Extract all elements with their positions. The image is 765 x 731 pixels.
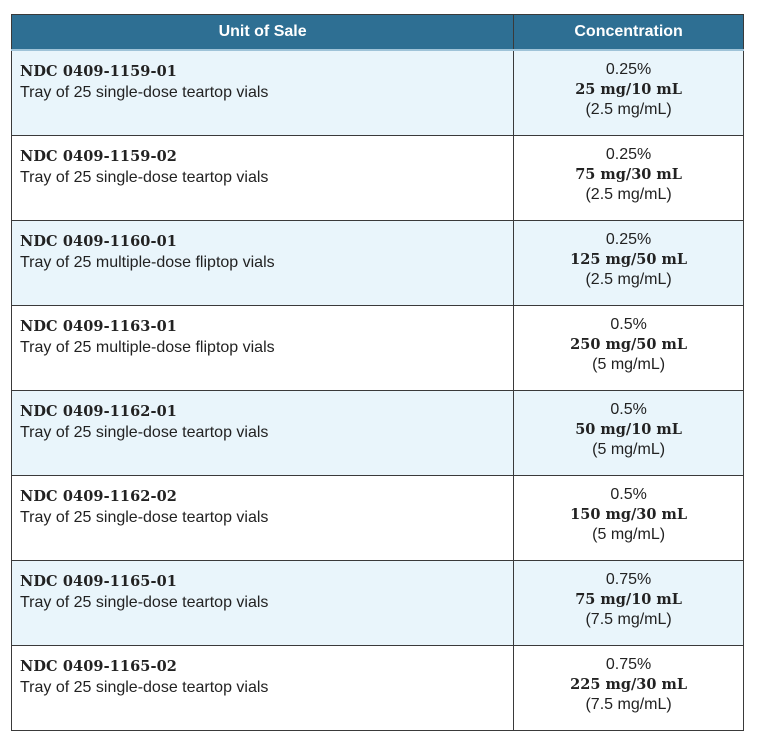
ndc-code: NDC 0409-1160-01 xyxy=(20,233,177,250)
concentration-amount: 50 mg/10 mL xyxy=(575,421,682,438)
ndc-code: NDC 0409-1163-01 xyxy=(20,318,177,335)
concentration-cell: 0.5% 50 mg/10 mL (5 mg/mL) xyxy=(513,390,744,476)
ndc-code: NDC 0409-1162-01 xyxy=(20,403,177,420)
package-description: Tray of 25 single-dose teartop vials xyxy=(20,679,269,696)
concentration-per-ml: (5 mg/mL) xyxy=(592,441,666,458)
ndc-code: NDC 0409-1165-01 xyxy=(20,573,177,590)
concentration-percent: 0.5% xyxy=(610,401,647,418)
concentration-per-ml: (7.5 mg/mL) xyxy=(585,611,672,628)
concentration-cell: 0.25% 125 mg/50 mL (2.5 mg/mL) xyxy=(513,220,744,306)
table-row: NDC 0409-1159-02 Tray of 25 single-dose … xyxy=(10,135,744,221)
concentration-percent: 0.5% xyxy=(610,486,647,503)
unit-of-sale-cell: NDC 0409-1160-01 Tray of 25 multiple-dos… xyxy=(10,220,515,306)
concentration-per-ml: (2.5 mg/mL) xyxy=(585,186,672,203)
concentration-percent: 0.75% xyxy=(605,656,652,673)
unit-of-sale-cell: NDC 0409-1162-02 Tray of 25 single-dose … xyxy=(10,475,515,561)
package-description: Tray of 25 single-dose teartop vials xyxy=(20,84,269,101)
concentration-amount: 75 mg/10 mL xyxy=(575,591,682,608)
table-row: NDC 0409-1165-01 Tray of 25 single-dose … xyxy=(10,560,744,646)
concentration-percent: 0.75% xyxy=(605,571,652,588)
concentration-percent: 0.25% xyxy=(605,146,652,163)
concentration-amount: 250 mg/50 mL xyxy=(570,336,688,353)
concentration-cell: 0.75% 75 mg/10 mL (7.5 mg/mL) xyxy=(513,560,744,646)
concentration-cell: 0.75% 225 mg/30 mL (7.5 mg/mL) xyxy=(513,645,744,731)
concentration-amount: 25 mg/10 mL xyxy=(575,81,682,98)
concentration-cell: 0.5% 250 mg/50 mL (5 mg/mL) xyxy=(513,305,744,391)
ndc-code: NDC 0409-1165-02 xyxy=(20,658,177,675)
concentration-amount: 75 mg/30 mL xyxy=(575,166,682,183)
table-row: NDC 0409-1162-01 Tray of 25 single-dose … xyxy=(10,390,744,476)
package-description: Tray of 25 single-dose teartop vials xyxy=(20,594,269,611)
concentration-amount: 225 mg/30 mL xyxy=(570,676,688,693)
unit-of-sale-header: Unit of Sale xyxy=(10,14,515,51)
product-table: Unit of Sale Concentration NDC 0409-1159… xyxy=(10,14,744,731)
package-description: Tray of 25 multiple-dose fliptop vials xyxy=(20,254,275,271)
concentration-cell: 0.25% 25 mg/10 mL (2.5 mg/mL) xyxy=(513,49,744,136)
package-description: Tray of 25 single-dose teartop vials xyxy=(20,169,269,186)
concentration-per-ml: (2.5 mg/mL) xyxy=(585,271,672,288)
unit-of-sale-cell: NDC 0409-1162-01 Tray of 25 single-dose … xyxy=(10,390,515,476)
table-row: NDC 0409-1160-01 Tray of 25 multiple-dos… xyxy=(10,220,744,306)
package-description: Tray of 25 single-dose teartop vials xyxy=(20,509,269,526)
package-description: Tray of 25 multiple-dose fliptop vials xyxy=(20,339,275,356)
table-row: NDC 0409-1162-02 Tray of 25 single-dose … xyxy=(10,475,744,561)
unit-of-sale-cell: NDC 0409-1165-01 Tray of 25 single-dose … xyxy=(10,560,515,646)
concentration-per-ml: (5 mg/mL) xyxy=(592,356,666,373)
concentration-per-ml: (7.5 mg/mL) xyxy=(585,696,672,713)
table-row: NDC 0409-1163-01 Tray of 25 multiple-dos… xyxy=(10,305,744,391)
unit-of-sale-cell: NDC 0409-1159-01 Tray of 25 single-dose … xyxy=(10,49,515,136)
package-description: Tray of 25 single-dose teartop vials xyxy=(20,424,269,441)
table-row: NDC 0409-1159-01 Tray of 25 single-dose … xyxy=(10,49,744,136)
unit-of-sale-cell: NDC 0409-1165-02 Tray of 25 single-dose … xyxy=(10,645,515,731)
concentration-percent: 0.25% xyxy=(605,61,652,78)
concentration-percent: 0.5% xyxy=(610,316,647,333)
concentration-amount: 125 mg/50 mL xyxy=(570,251,688,268)
header-row: Unit of Sale Concentration xyxy=(10,14,744,51)
concentration-percent: 0.25% xyxy=(605,231,652,248)
concentration-cell: 0.25% 75 mg/30 mL (2.5 mg/mL) xyxy=(513,135,744,221)
unit-of-sale-cell: NDC 0409-1159-02 Tray of 25 single-dose … xyxy=(10,135,515,221)
concentration-per-ml: (5 mg/mL) xyxy=(592,526,666,543)
concentration-amount: 150 mg/30 mL xyxy=(570,506,688,523)
unit-of-sale-cell: NDC 0409-1163-01 Tray of 25 multiple-dos… xyxy=(10,305,515,391)
ndc-code: NDC 0409-1159-01 xyxy=(20,63,177,80)
ndc-code: NDC 0409-1162-02 xyxy=(20,488,177,505)
ndc-code: NDC 0409-1159-02 xyxy=(20,148,177,165)
concentration-header: Concentration xyxy=(513,14,744,51)
concentration-per-ml: (2.5 mg/mL) xyxy=(585,101,672,118)
table-row: NDC 0409-1165-02 Tray of 25 single-dose … xyxy=(10,645,744,731)
concentration-cell: 0.5% 150 mg/30 mL (5 mg/mL) xyxy=(513,475,744,561)
